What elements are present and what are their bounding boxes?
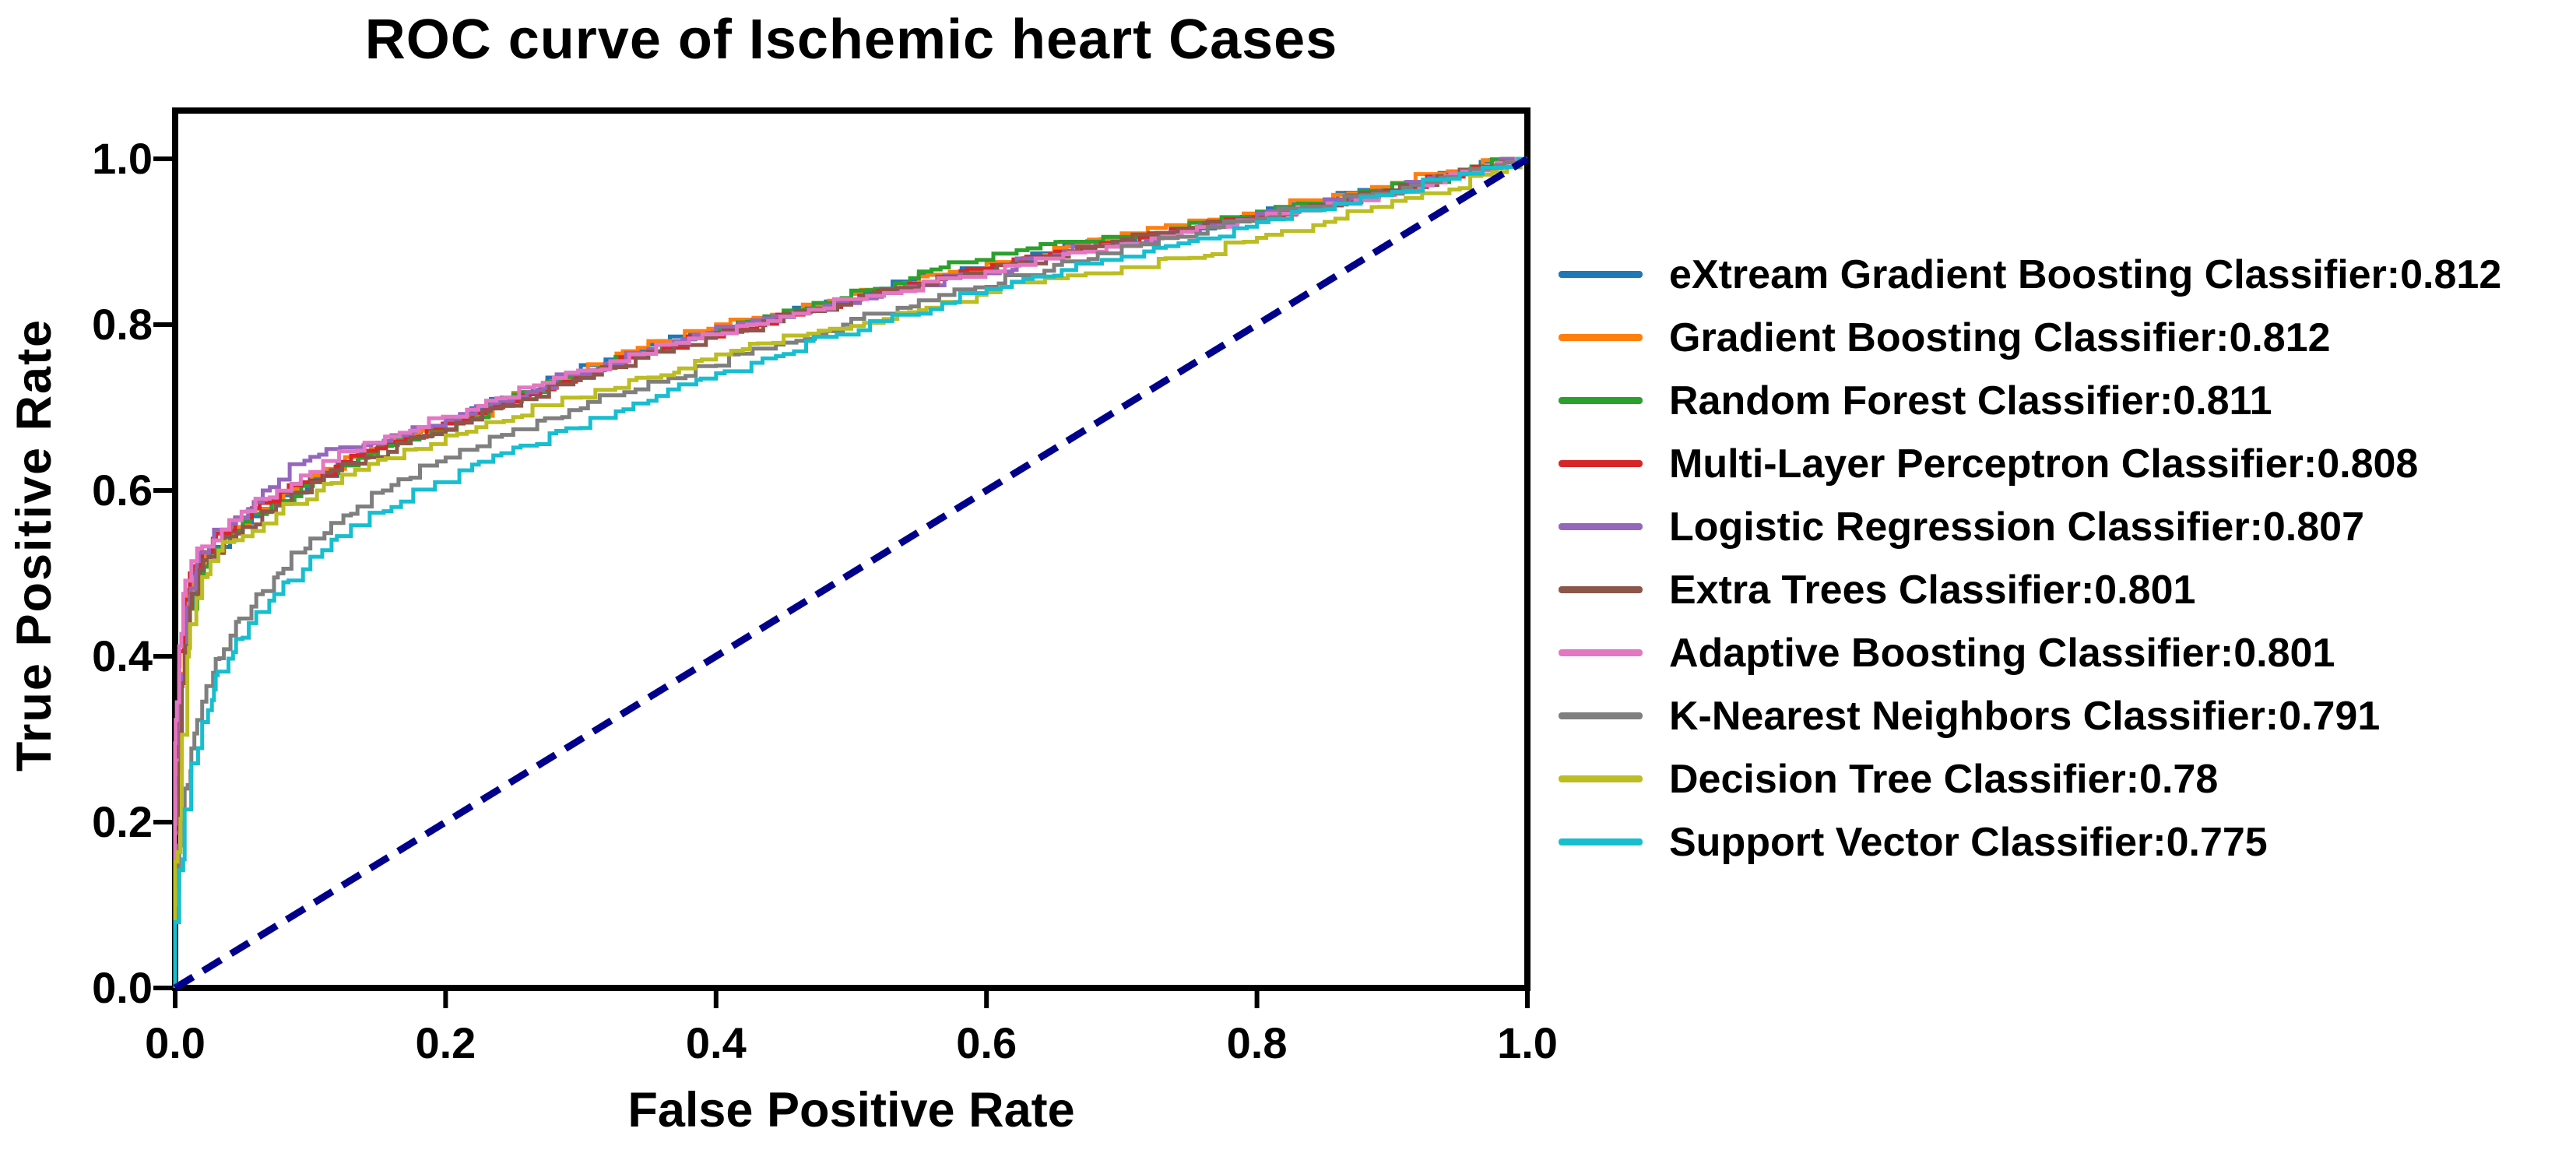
x-tick-label: 0.2 (415, 1018, 476, 1067)
roc-curve-support-vector-classifier (173, 156, 1527, 988)
legend-label: eXtream Gradient Boosting Classifier:0.8… (1669, 251, 2502, 297)
legend-item: Decision Tree Classifier:0.78 (1559, 747, 2501, 810)
legend-swatch (1559, 712, 1643, 719)
legend-item: Support Vector Classifier:0.775 (1559, 810, 2501, 874)
x-tick-label: 0.4 (685, 1018, 747, 1067)
x-tick-label: 0.8 (1226, 1018, 1288, 1067)
legend-label: Adaptive Boosting Classifier:0.801 (1669, 630, 2335, 676)
legend-label: Support Vector Classifier:0.775 (1669, 819, 2268, 865)
legend-item: Random Forest Classifier:0.811 (1559, 369, 2501, 432)
x-tick-label: 1.0 (1497, 1018, 1558, 1067)
legend-item: Multi-Layer Perceptron Classifier:0.808 (1559, 432, 2501, 495)
legend-item: Adaptive Boosting Classifier:0.801 (1559, 621, 2501, 684)
legend-item: Logistic Regression Classifier:0.807 (1559, 495, 2501, 558)
legend-swatch (1559, 460, 1643, 467)
legend-label: Extra Trees Classifier:0.801 (1669, 567, 2196, 613)
x-tick-label: 0.0 (145, 1018, 206, 1067)
chance-line (173, 156, 1530, 991)
legend: eXtream Gradient Boosting Classifier:0.8… (1559, 243, 2501, 874)
y-tick-label: 0.0 (92, 963, 153, 1012)
legend-label: Gradient Boosting Classifier:0.812 (1669, 315, 2331, 360)
y-tick-label: 0.2 (92, 797, 153, 846)
legend-label: K-Nearest Neighbors Classifier:0.791 (1669, 693, 2381, 739)
legend-swatch (1559, 397, 1643, 404)
x-tick-label: 0.6 (956, 1018, 1017, 1067)
legend-swatch (1559, 334, 1643, 341)
y-tick-label: 0.4 (92, 631, 153, 680)
legend-label: Logistic Regression Classifier:0.807 (1669, 504, 2365, 550)
legend-item: K-Nearest Neighbors Classifier:0.791 (1559, 684, 2501, 747)
roc-curve-adaptive-boosting-classifier (173, 156, 1527, 988)
legend-swatch (1559, 586, 1643, 593)
legend-swatch (1559, 775, 1643, 782)
legend-item: Gradient Boosting Classifier:0.812 (1559, 306, 2501, 369)
legend-item: eXtream Gradient Boosting Classifier:0.8… (1559, 243, 2501, 306)
y-tick-label: 0.8 (92, 300, 153, 349)
plot-border (172, 107, 1530, 991)
legend-swatch (1559, 838, 1643, 845)
legend-label: Decision Tree Classifier:0.78 (1669, 756, 2219, 802)
legend-swatch (1559, 523, 1643, 530)
y-tick-label: 0.6 (92, 466, 153, 515)
legend-label: Multi-Layer Perceptron Classifier:0.808 (1669, 441, 2419, 487)
legend-label: Random Forest Classifier:0.811 (1669, 378, 2272, 424)
legend-item: Extra Trees Classifier:0.801 (1559, 558, 2501, 621)
roc-curve-decision-tree-classifier (173, 156, 1527, 988)
x-axis-label: False Positive Rate (627, 1083, 1075, 1137)
chart-title: ROC curve of Ischemic heart Cases (364, 9, 1338, 71)
y-axis-label: True Positive Rate (7, 318, 62, 772)
y-tick-label: 1.0 (92, 134, 153, 183)
legend-swatch (1559, 649, 1643, 656)
legend-swatch (1559, 271, 1643, 278)
